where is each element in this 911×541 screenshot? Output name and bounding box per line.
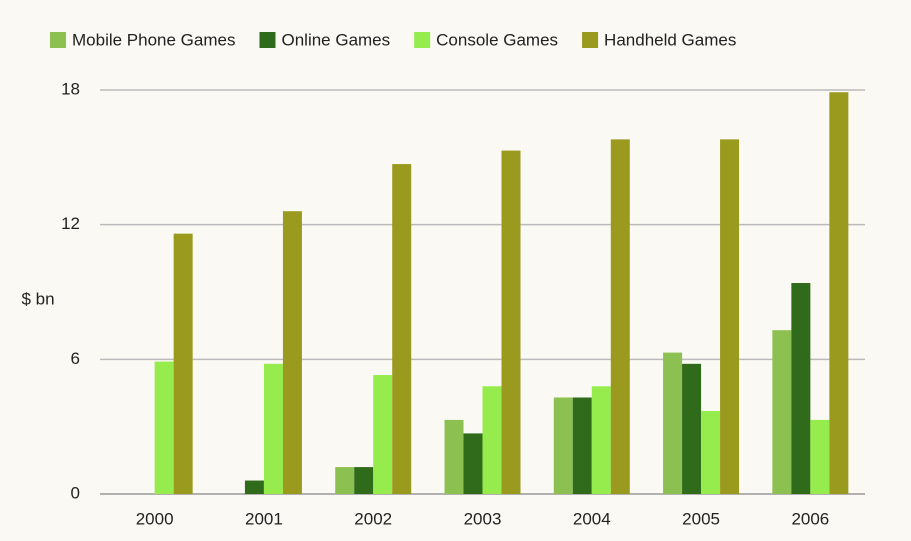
- y-tick-label: 12: [61, 214, 80, 233]
- bar: [173, 233, 193, 494]
- bar: [463, 433, 483, 494]
- bar: [791, 283, 811, 494]
- y-tick-label: 6: [71, 349, 80, 368]
- x-tick-label: 2005: [682, 509, 720, 528]
- legend-swatch: [50, 32, 66, 48]
- bar: [810, 419, 830, 494]
- bar: [392, 164, 412, 495]
- bar: [282, 211, 302, 494]
- bar: [772, 330, 792, 494]
- legend-label: Console Games: [436, 30, 558, 49]
- bar: [482, 386, 502, 494]
- bar: [663, 352, 683, 494]
- bar: [553, 397, 573, 494]
- legend-label: Mobile Phone Games: [72, 30, 235, 49]
- bar: [444, 419, 464, 494]
- bar: [720, 139, 740, 494]
- x-tick-label: 2004: [573, 509, 611, 528]
- bar: [829, 92, 849, 494]
- x-tick-label: 2006: [791, 509, 829, 528]
- bar: [591, 386, 611, 494]
- x-tick-label: 2001: [245, 509, 283, 528]
- y-tick-label: 0: [71, 483, 80, 502]
- x-tick-label: 2003: [464, 509, 502, 528]
- bar: [263, 363, 283, 494]
- bar: [682, 363, 702, 494]
- y-axis-label: $ bn: [21, 289, 54, 308]
- legend-swatch: [582, 32, 599, 48]
- y-tick-label: 18: [61, 79, 80, 98]
- bar: [244, 480, 264, 494]
- bar: [354, 467, 374, 494]
- legend-label: Online Games: [281, 30, 390, 49]
- legend-label: Handheld Games: [604, 30, 736, 49]
- bar: [572, 397, 592, 494]
- x-tick-label: 2000: [136, 509, 174, 528]
- bar: [701, 410, 721, 494]
- bar: [610, 139, 630, 494]
- bar: [154, 361, 174, 494]
- bar: [373, 375, 393, 494]
- legend-swatch: [414, 32, 431, 48]
- x-tick-label: 2002: [354, 509, 392, 528]
- legend-swatch: [259, 32, 276, 48]
- bar: [501, 150, 521, 494]
- bar: [335, 467, 355, 494]
